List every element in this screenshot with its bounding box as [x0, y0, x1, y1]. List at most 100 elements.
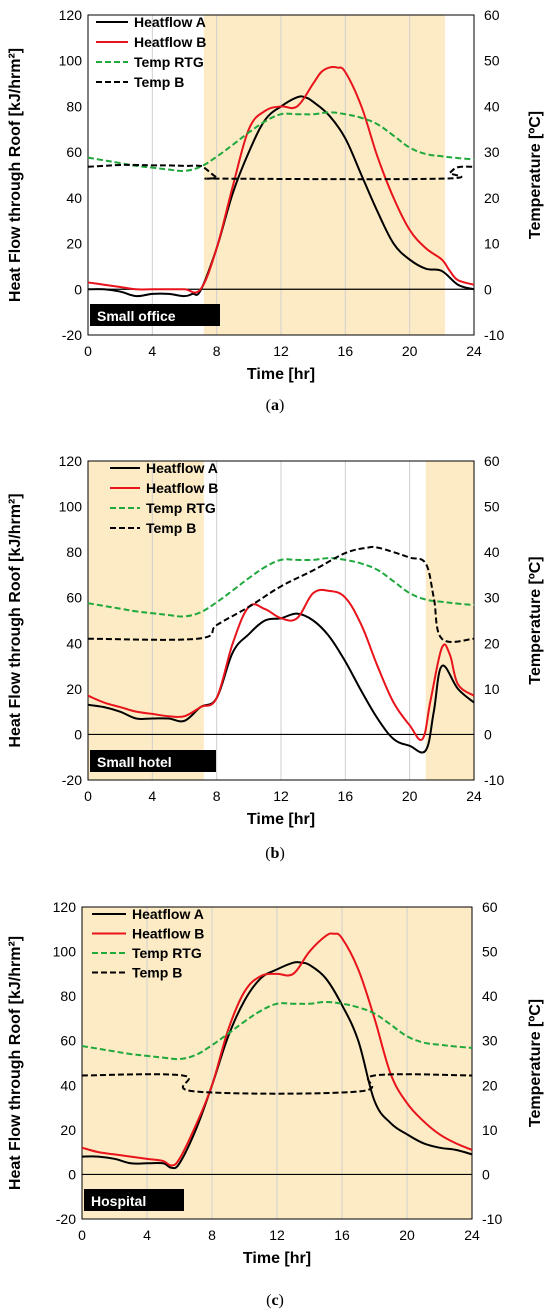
y-axis-label: Heat Flow through Roof [kJ/hrm²]: [7, 493, 24, 747]
series-line-heatflow-b: [87, 588, 475, 741]
y2-tick-label: 60: [484, 453, 500, 469]
legend-entry: Temp B: [134, 74, 184, 90]
y-tick-label: 20: [66, 236, 82, 252]
x-tick-label: 24: [466, 343, 482, 359]
y2-tick-label: 20: [484, 635, 500, 651]
x-tick-label: 24: [466, 788, 482, 804]
y-tick-label: 60: [60, 1033, 76, 1049]
x-axis-label: Time [hr]: [247, 366, 315, 383]
y2-tick-label: 40: [484, 544, 500, 560]
y-tick-label: 40: [66, 635, 82, 651]
y2-tick-label: 30: [482, 1033, 498, 1049]
series-line-temp-rtg: [81, 1000, 473, 1061]
panel-label-box: [90, 304, 220, 326]
series-line-heatflow-b: [81, 932, 473, 1167]
shaded-band: [425, 461, 474, 780]
y-tick-label: 80: [66, 544, 82, 560]
x-tick-label: 12: [273, 343, 289, 359]
y2-tick-label: 30: [484, 144, 500, 160]
y2-tick-label: 50: [484, 53, 500, 69]
y2-tick-label: 20: [482, 1077, 498, 1093]
y2-tick-label: 50: [484, 499, 500, 515]
y-tick-label: -20: [56, 1211, 76, 1227]
y2-tick-label: 60: [484, 7, 500, 23]
y-tick-label: 120: [53, 899, 77, 915]
panel-caption: (a): [266, 397, 285, 414]
x-tick-label: 20: [402, 343, 418, 359]
y-tick-label: 80: [60, 988, 76, 1004]
series-line-temp-b: [81, 1073, 473, 1095]
y2-tick-label: -10: [482, 1211, 502, 1227]
plot-frame: [87, 14, 475, 336]
y-tick-label: 40: [60, 1077, 76, 1093]
y2-tick-label: 0: [484, 281, 492, 297]
y-tick-label: 60: [66, 590, 82, 606]
x-tick-label: 16: [338, 343, 354, 359]
legend-entry: Temp RTG: [146, 500, 216, 516]
x-tick-label: 8: [213, 343, 221, 359]
series-line-heatflow-b: [87, 65, 475, 294]
series-line-heatflow-a: [87, 612, 475, 754]
x-tick-label: 12: [273, 788, 289, 804]
y2-tick-label: 40: [484, 98, 500, 114]
y-tick-label: 0: [68, 1166, 76, 1182]
y2-tick-label: -10: [484, 772, 504, 788]
y2-tick-label: 10: [484, 236, 500, 252]
legend-entry: Heatflow B: [146, 480, 218, 496]
y-tick-label: -20: [62, 772, 82, 788]
x-tick-label: 4: [148, 343, 156, 359]
y-tick-label: 40: [66, 190, 82, 206]
y-tick-label: 100: [53, 944, 77, 960]
y2-tick-label: 20: [484, 190, 500, 206]
legend-entry: Heatflow A: [134, 14, 206, 30]
panel-caption: (c): [266, 1292, 284, 1309]
legend-entry: Heatflow B: [132, 926, 204, 942]
legend-entry: Temp B: [132, 965, 182, 981]
legend-entry: Heatflow A: [146, 460, 218, 476]
y-tick-label: 0: [74, 281, 82, 297]
y-tick-label: 100: [59, 53, 83, 69]
y-tick-label: 120: [59, 453, 83, 469]
panel-caption: (b): [265, 845, 285, 862]
series-line-temp-rtg: [87, 111, 475, 172]
y2-tick-label: 10: [482, 1122, 498, 1138]
legend-entry: Temp RTG: [132, 945, 202, 961]
x-axis-label: Time [hr]: [243, 1250, 311, 1267]
y-tick-label: -20: [62, 327, 82, 343]
x-tick-label: 4: [148, 788, 156, 804]
panel-label: Hospital: [91, 1193, 146, 1209]
x-tick-label: 0: [84, 788, 92, 804]
plot-frame: [81, 906, 473, 1220]
x-tick-label: 20: [402, 788, 418, 804]
y2-tick-label: 40: [482, 988, 498, 1004]
y-tick-label: 20: [66, 681, 82, 697]
legend-entry: Heatflow A: [132, 906, 204, 922]
series-line-heatflow-a: [81, 961, 473, 1170]
legend-entry: Heatflow B: [134, 34, 206, 50]
x-tick-label: 24: [464, 1227, 480, 1243]
shaded-band: [88, 461, 204, 780]
y2-tick-label: 0: [482, 1166, 490, 1182]
y2-tick-label: -10: [484, 327, 504, 343]
legend-entry: Temp RTG: [134, 54, 204, 70]
y-axis-label: Heat Flow through Roof [kJ/hrm²]: [7, 48, 24, 302]
y-axis-label: Heat Flow through Roof [kJ/hrm²]: [7, 936, 24, 1190]
x-tick-label: 20: [399, 1227, 415, 1243]
y2-axis-label: Temperature [ºC]: [527, 111, 544, 239]
series-line-temp-b: [87, 545, 475, 643]
panel-label-box: [90, 750, 216, 772]
x-tick-label: 0: [78, 1227, 86, 1243]
y2-tick-label: 30: [484, 590, 500, 606]
panel-label: Small hotel: [97, 754, 172, 770]
panel-label-box: [84, 1189, 184, 1211]
x-tick-label: 16: [334, 1227, 350, 1243]
y2-tick-label: 50: [482, 944, 498, 960]
y-tick-label: 100: [59, 499, 83, 515]
y-tick-label: 120: [59, 7, 83, 23]
y-tick-label: 80: [66, 98, 82, 114]
y-tick-label: 60: [66, 144, 82, 160]
x-tick-label: 16: [338, 788, 354, 804]
